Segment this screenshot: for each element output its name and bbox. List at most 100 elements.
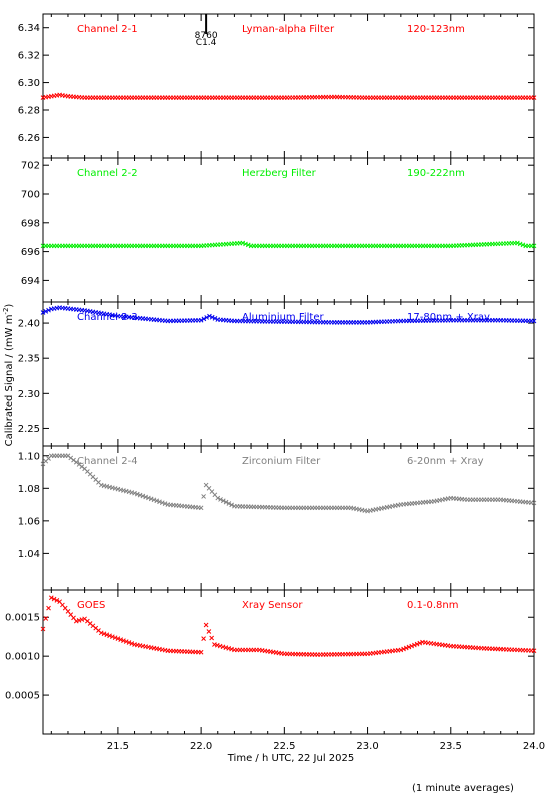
series-points xyxy=(40,305,537,325)
x-tick-label: 23.0 xyxy=(356,741,378,752)
data-point xyxy=(201,636,206,642)
data-point xyxy=(212,316,218,321)
panel-frame xyxy=(42,157,535,303)
panel-3: 2.25 2.30 2.35 2.40 Channel 2-3 Aluminium Fil… xyxy=(18,301,537,447)
data-point xyxy=(520,242,526,248)
data-point xyxy=(401,646,406,652)
data-point xyxy=(220,498,226,504)
panel-band-label: 17-80nm + Xray xyxy=(407,312,490,323)
panel-filter-label: Lyman-alpha Filter xyxy=(242,24,335,35)
y-tick-label: 694 xyxy=(21,276,40,287)
data-point xyxy=(162,501,168,506)
panel-frame xyxy=(42,13,535,159)
panel-band-label: 6-20nm + Xray xyxy=(407,456,484,467)
data-point xyxy=(409,643,415,649)
flare-marker-class: C1.4 xyxy=(196,38,217,48)
x-tick-label: 23.5 xyxy=(440,741,462,752)
data-point xyxy=(159,500,165,506)
panel-filter-label: Xray Sensor xyxy=(242,600,303,611)
data-point xyxy=(206,629,212,634)
x-tick-label: 24.0 xyxy=(523,741,545,752)
data-point xyxy=(198,505,204,511)
data-point xyxy=(245,242,251,248)
panel-band-label: 0.1-0.8nm xyxy=(407,600,459,611)
y-tick-label: 1.04 xyxy=(18,549,40,560)
data-point xyxy=(140,493,146,499)
y-tick-label: 0.0015 xyxy=(5,613,40,624)
data-point xyxy=(406,644,412,650)
data-point xyxy=(403,645,409,651)
footnote: (1 minute averages) xyxy=(412,783,514,794)
series-points xyxy=(40,595,537,657)
data-point xyxy=(132,490,137,496)
y-tick-label: 700 xyxy=(21,190,40,201)
panel-frame xyxy=(42,589,535,735)
data-point xyxy=(240,240,246,246)
y-tick-label: 2.35 xyxy=(18,354,40,365)
data-point xyxy=(154,498,160,504)
y-axis-label-close: ) xyxy=(4,304,15,308)
data-point xyxy=(146,495,151,501)
data-point xyxy=(134,491,140,497)
data-point xyxy=(531,318,537,324)
data-point xyxy=(201,316,207,322)
panel-channel-label: Channel 2-4 xyxy=(77,456,138,467)
data-point xyxy=(54,598,60,603)
y-tick-label: 6.26 xyxy=(18,133,40,144)
panel-2: 694 696 698 700 702 Channel 2-2 Herzberg Filte… xyxy=(21,157,537,303)
data-point xyxy=(223,499,229,505)
y-tick-label: 0.0010 xyxy=(5,652,40,663)
x-tick-label: 21.5 xyxy=(107,741,129,752)
panel-filter-label: Herzberg Filter xyxy=(242,168,317,179)
data-point xyxy=(40,310,46,315)
data-point xyxy=(201,494,206,499)
y-tick-label: 1.08 xyxy=(18,484,40,495)
data-point xyxy=(48,595,54,601)
data-point xyxy=(115,636,121,642)
data-point xyxy=(414,641,420,647)
data-point xyxy=(531,648,537,654)
panel-5: 0.0005 0.0010 0.0015 GOES Xray Sensor 0.1-0.8… xyxy=(5,589,537,735)
data-point xyxy=(109,634,115,640)
panel-filter-label: Zirconium Filter xyxy=(242,456,321,467)
y-tick-label: 2.25 xyxy=(18,424,40,435)
data-point xyxy=(137,492,143,498)
data-point xyxy=(417,640,423,646)
panel-channel-label: Channel 2-3 xyxy=(77,312,138,323)
data-point xyxy=(515,240,520,246)
data-point xyxy=(209,314,215,320)
data-point xyxy=(143,494,148,500)
y-axis-label: Calibrated Signal / (mW m-2) xyxy=(2,304,15,447)
data-point xyxy=(51,596,57,602)
panel-channel-label: GOES xyxy=(77,600,105,611)
y-tick-label: 6.32 xyxy=(18,51,40,62)
data-point xyxy=(531,500,537,506)
flare-marker-id: 8760 xyxy=(195,31,218,41)
panel-channel-label: Channel 2-1 xyxy=(77,24,138,35)
y-axis-label-superscript: -2 xyxy=(2,308,10,315)
data-point xyxy=(531,243,537,249)
data-point xyxy=(98,630,104,636)
data-point xyxy=(203,622,209,628)
y-tick-label: 6.28 xyxy=(18,106,40,117)
panel-band-label: 190-222nm xyxy=(407,168,465,179)
data-point xyxy=(207,313,212,319)
data-point xyxy=(104,632,110,638)
x-tick-label: 22.0 xyxy=(190,741,212,752)
y-tick-label: 1.06 xyxy=(18,516,40,527)
data-point xyxy=(517,241,523,247)
data-point xyxy=(151,497,157,503)
panel-band-label: 120-123nm xyxy=(407,24,465,35)
data-point xyxy=(148,496,154,502)
data-point xyxy=(226,501,232,506)
y-tick-label: 2.40 xyxy=(18,319,40,330)
data-point xyxy=(46,307,51,313)
panel-filter-label: Aluminium Filter xyxy=(242,312,325,323)
series-points xyxy=(40,453,537,514)
data-point xyxy=(123,639,129,644)
y-tick-label: 6.30 xyxy=(18,78,40,89)
data-point xyxy=(43,309,49,314)
panel-channel-label: Channel 2-2 xyxy=(77,168,138,179)
panel-4: 1.04 1.06 1.08 1.10 Channel 2-4 Zirconium Fil… xyxy=(18,445,537,591)
